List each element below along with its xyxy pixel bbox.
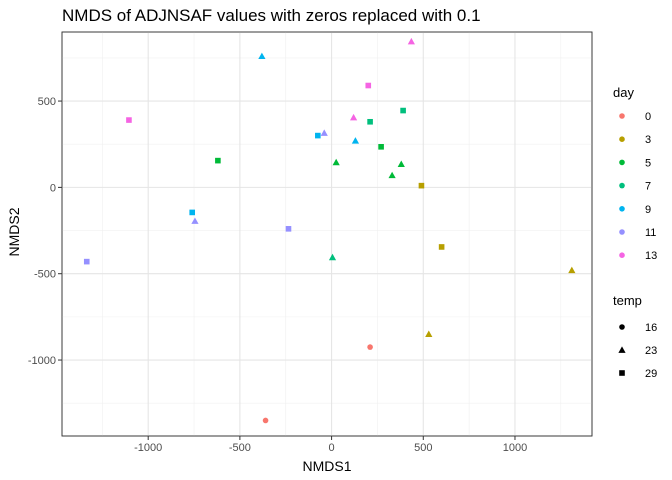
legend-temp-label: 16 (645, 322, 657, 334)
grid-major (62, 32, 592, 436)
data-point (189, 209, 196, 216)
grid-minor (62, 32, 592, 436)
data-point (400, 107, 406, 114)
data-point (191, 217, 199, 224)
x-tick-label: 1000 (503, 442, 527, 454)
data-point (262, 417, 269, 424)
plot-panel (61, 31, 593, 437)
legend-day: day 0 3 5 7 9 11 13 (613, 85, 657, 262)
x-tick-label: 0 (329, 442, 335, 454)
legend-temp-key (619, 324, 625, 330)
y-tick-label: -500 (34, 269, 56, 281)
x-tick-label: -1000 (134, 442, 162, 454)
legend-day-label: 7 (645, 181, 651, 193)
x-axis: -1000 -500 0 500 1000 (134, 436, 527, 454)
plot-area (61, 31, 593, 437)
legend-day-key (619, 229, 625, 235)
legend-day-key (619, 252, 625, 258)
plot-border (61, 31, 593, 437)
data-point (83, 258, 90, 265)
data-point (315, 132, 321, 139)
data-point (418, 182, 425, 189)
data-point (365, 82, 372, 89)
data-point (320, 129, 328, 136)
data-point (126, 117, 132, 123)
legend-day-key (619, 159, 625, 166)
legend-temp-key (618, 346, 626, 353)
data-point (349, 113, 358, 121)
legend-day-label: 11 (645, 227, 656, 239)
data-point (258, 52, 266, 60)
data-point (378, 144, 384, 150)
data-point (397, 160, 405, 167)
data-point (351, 137, 360, 144)
legend-day-key (619, 136, 625, 142)
data-point (388, 171, 396, 179)
data-point (407, 37, 415, 45)
data-point (367, 344, 373, 350)
data-point (328, 253, 337, 261)
chart-title: NMDS of ADJNSAF values with zeros replac… (62, 6, 481, 25)
legend-day-label: 5 (645, 157, 651, 169)
y-tick-label: 0 (50, 182, 56, 194)
legend-day-key (619, 113, 625, 119)
data-point (367, 118, 373, 125)
x-tick-label: 500 (414, 442, 432, 454)
data-point (568, 266, 576, 274)
y-axis-title: NMDS2 (6, 207, 22, 256)
legend-temp-key (619, 370, 625, 376)
y-tick-label: 500 (38, 96, 56, 108)
data-point (285, 226, 292, 232)
legend-temp: temp 16 23 29 (613, 293, 657, 380)
x-tick-label: -500 (229, 442, 251, 454)
legend-day-label: 0 (645, 111, 651, 123)
x-axis-title: NMDS1 (302, 458, 351, 474)
legend-day-title: day (613, 85, 634, 100)
data-point (425, 330, 433, 338)
data-points (83, 37, 576, 424)
legend-temp-label: 23 (645, 345, 657, 357)
legend-day-label: 9 (645, 204, 651, 216)
legend-day-label: 3 (645, 134, 651, 146)
data-point (332, 158, 340, 166)
legend-day-label: 13 (645, 250, 657, 262)
legend-day-key (619, 206, 625, 212)
data-point (438, 244, 445, 250)
legend-day-key (619, 182, 625, 189)
y-tick-label: -1000 (28, 355, 56, 367)
y-axis: -1000 -500 0 500 (28, 96, 62, 367)
legend-temp-title: temp (613, 293, 642, 308)
legend-temp-label: 29 (645, 368, 657, 380)
data-point (215, 157, 221, 164)
